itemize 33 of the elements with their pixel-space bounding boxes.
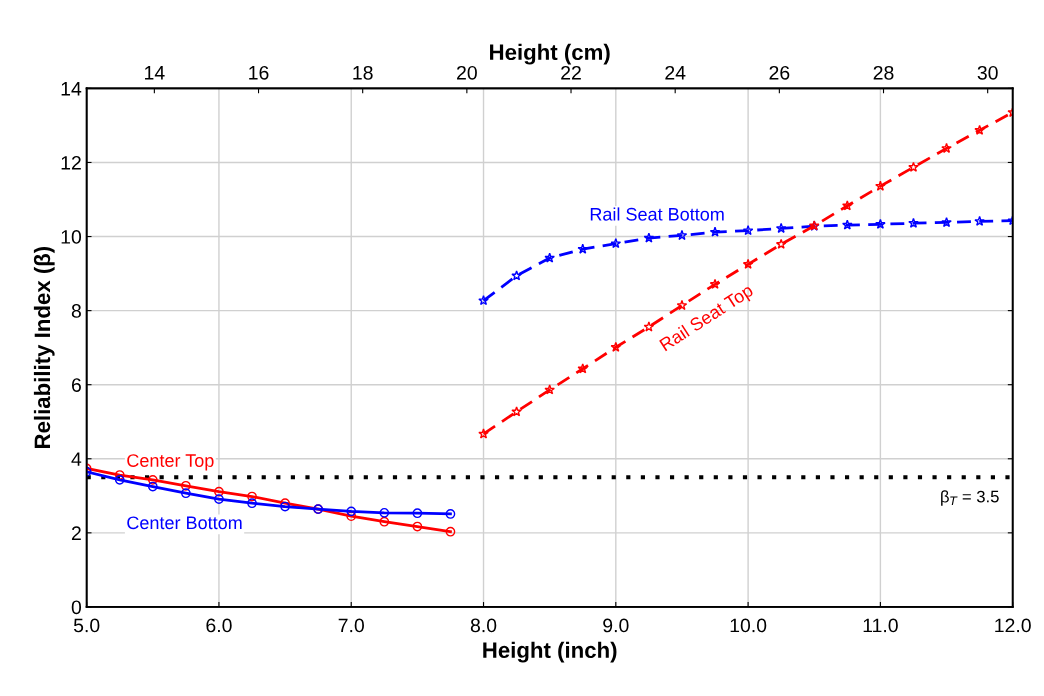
series-label: Rail Seat Bottom [590,207,724,221]
x-tick-label: 5.0 [73,618,100,633]
y-tick-label: 2 [71,526,81,540]
series-label: Center Top [127,454,214,471]
y-tick-label: 8 [71,304,81,318]
x-tick-label: 6.0 [206,618,232,633]
x2-tick-label: 16 [249,65,269,80]
y-axis-title: Reliability Index (β) [33,246,55,449]
x2-tick-label: 30 [977,65,998,80]
x2-tick-label: 24 [665,65,686,80]
series-label: Center Bottom [127,516,242,530]
x-tick-label: 7.0 [338,618,364,633]
x2-tick-label: 20 [457,65,477,80]
y-tick-label: 10 [61,230,82,244]
y-tick-label: 6 [71,378,81,392]
x2-tick-label: 18 [353,65,373,80]
x2-axis-title: Height (cm) [490,43,610,65]
x-axis-title: Height (inch) [483,641,617,663]
text: Rail Seat Top [658,283,756,355]
y-tick-label: 0 [71,600,82,615]
x-tick-label: 12.0 [995,618,1031,633]
y-tick-label: 14 [61,82,82,96]
y-tick-label: 12 [61,155,81,170]
x-tick-label: 8.0 [470,618,497,633]
x2-tick-label: 14 [145,66,165,80]
ref-line-label: β$_{T}$ = 3.5 [941,490,999,506]
x-tick-label: 9.0 [603,618,629,633]
x-tick-label: 11.0 [863,618,898,633]
x2-tick-label: 28 [873,65,894,80]
y-tick-label: 4 [71,452,82,466]
x-tick-label: 10.0 [730,618,767,633]
x2-tick-label: 26 [769,65,790,80]
x2-tick-label: 22 [561,65,581,80]
